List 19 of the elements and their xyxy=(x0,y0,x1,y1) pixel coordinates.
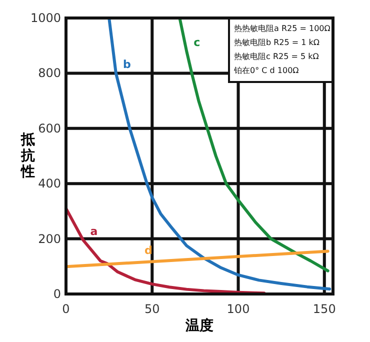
x-tick-label: 100 xyxy=(226,302,250,316)
annotation: 热敏电阻b R25 = 1 kΩ xyxy=(234,38,320,47)
y-tick-label: 400 xyxy=(38,176,61,191)
y-tick-label: 800 xyxy=(38,66,61,80)
annotation: 铂在0° C d 100Ω xyxy=(233,66,299,75)
y-tick-label: 200 xyxy=(38,232,61,246)
series-label: c xyxy=(194,36,200,50)
annotation: 热热敏电阻a R25 = 100Ω xyxy=(234,24,330,33)
y-tick-label: 600 xyxy=(38,121,61,136)
series-label: a xyxy=(90,225,98,238)
x-axis-title: 温度 xyxy=(184,317,214,334)
annotation: 热敏电阻c R25 = 5 kΩ xyxy=(234,52,319,61)
y-tick-label: 0 xyxy=(53,287,61,301)
x-tick-label: 150 xyxy=(312,302,336,316)
x-tick-label: 0 xyxy=(62,302,70,316)
x-tick-label: 50 xyxy=(144,302,160,316)
series-label: b xyxy=(122,58,131,72)
y-tick-label: 1000 xyxy=(30,11,61,25)
y-axis-title: 抵抗性 xyxy=(20,132,35,180)
